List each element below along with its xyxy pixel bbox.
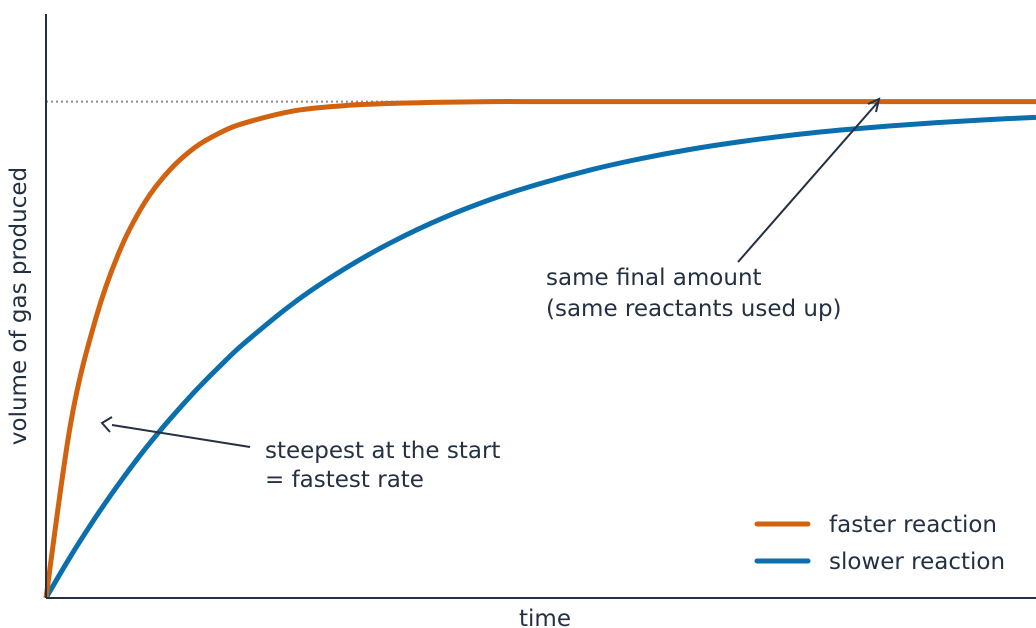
annotation-final-amount-line-2: (same reactants used up) [546, 296, 842, 322]
y-axis-title: volume of gas produced [6, 167, 32, 445]
annotation-steepest-arrow [111, 424, 251, 448]
series-line-slower [43, 114, 1036, 600]
annotation-final-amount-arrow [737, 101, 879, 263]
x-axis-title: time [519, 606, 571, 628]
legend-label-faster: faster reaction [829, 512, 997, 538]
annotation-steepest: steepest at the start = fastest rate [100, 416, 508, 493]
annotation-steepest-line-1: steepest at the start [265, 438, 500, 464]
annotation-final-amount: same final amount (same reactants used u… [546, 97, 881, 322]
series-layer [43, 99, 1036, 600]
annotation-final-amount-text: same final amount (same reactants used u… [546, 265, 842, 322]
legend-label-slower: slower reaction [829, 549, 1005, 575]
legend: faster reaction slower reaction [754, 512, 1005, 575]
series-line-faster [43, 99, 1036, 599]
annotation-final-amount-arrowhead [867, 97, 881, 113]
annotation-steepest-line-2: = fastest rate [265, 467, 424, 493]
annotation-steepest-text: steepest at the start = fastest rate [265, 438, 508, 493]
annotation-final-amount-line-1: same final amount [546, 265, 762, 291]
annotation-steepest-arrowhead [100, 416, 113, 433]
